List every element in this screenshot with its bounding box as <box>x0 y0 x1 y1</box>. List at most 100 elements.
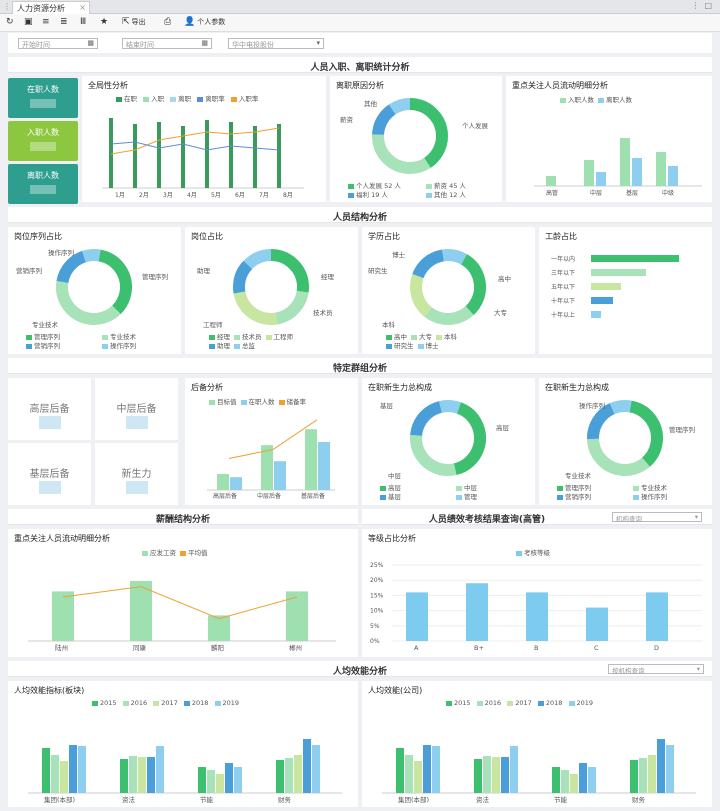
legend-swatch <box>568 700 575 706</box>
legend-item: 薪资 45 人 <box>422 180 466 190</box>
start-placeholder: 开始时间 <box>22 41 50 49</box>
legend-item: 2018 <box>191 699 209 707</box>
section-header-efficiency: 人均效能分析 按机构查询 ▾ <box>8 661 712 677</box>
perf-chart: 25% 20% 15% 10% 5% 0% A B+ B C D <box>370 562 702 652</box>
kpi-joined[interactable]: 入职人数 <box>8 121 78 161</box>
legend-swatch <box>348 183 354 189</box>
donut-label: 大专 <box>494 309 507 317</box>
legend-swatch <box>557 494 563 500</box>
legend-label: 管理 <box>464 493 477 501</box>
legend-item: 离职 <box>178 95 192 103</box>
legend: 2015 2016 2017 2018 2019 <box>88 699 239 707</box>
expand-icon[interactable]: ≣ <box>60 17 68 27</box>
donut-label: 工程师 <box>203 321 223 329</box>
x-tick: B <box>534 644 538 652</box>
bar <box>294 755 302 793</box>
kpi-left[interactable]: 离职人数 <box>8 164 78 204</box>
group-card-senior[interactable]: 高层后备 <box>8 378 91 440</box>
save-icon[interactable]: ▣ <box>24 17 33 27</box>
legend-item: 离职人数 <box>606 96 632 104</box>
personal-params-button[interactable]: 👤 个人参数 <box>184 17 226 27</box>
rate-line <box>228 419 318 459</box>
kpi-value <box>30 142 56 151</box>
new-power-panel: 在职新生力总构成 高层 基层 中层 高层 中层 基层 管理 <box>362 378 535 505</box>
position-ratio-donut <box>233 249 309 325</box>
x-tick: 麟阳 <box>211 643 224 652</box>
legend-item: 中层 <box>452 482 477 492</box>
star-icon[interactable]: ★ <box>100 17 109 27</box>
calendar-icon[interactable]: ▦ <box>201 39 208 47</box>
donut-label: 薪资 <box>340 116 353 124</box>
personal-label: 个人参数 <box>197 18 226 26</box>
bar <box>274 461 286 490</box>
window-controls[interactable]: ⋮ □ <box>691 1 712 10</box>
select-value: 机构查询 <box>616 515 642 523</box>
bar <box>109 118 113 188</box>
group-value <box>125 481 148 494</box>
legend-label: 高中 <box>394 333 407 341</box>
legend-swatch <box>180 550 186 556</box>
more-icon[interactable]: ⋮ <box>691 1 700 10</box>
bar <box>492 757 500 793</box>
bar <box>312 745 320 793</box>
efficiency-org-select[interactable]: 按机构查询 ▾ <box>608 664 704 675</box>
org-select[interactable]: 华中电投股份 ▾ <box>228 38 324 49</box>
calendar-icon[interactable]: ▦ <box>87 39 94 47</box>
chevron-down-icon[interactable]: ▾ <box>696 665 700 673</box>
tab-label: 人力资源分析 <box>17 4 65 13</box>
chevron-down-icon[interactable]: ▾ <box>316 39 320 47</box>
x-tick: 资法 <box>122 795 136 804</box>
legend-item: 管理序列 <box>22 331 60 341</box>
donut-label: 基层 <box>380 402 393 410</box>
legend-item: 入职人数 <box>568 96 594 104</box>
group-card-new[interactable]: 新生力 <box>95 443 178 505</box>
legend-swatch <box>26 334 32 340</box>
legend-item: 操作序列 <box>629 491 667 501</box>
end-date-input[interactable]: 结束时间 ▦ <box>122 38 212 49</box>
donut-label: 博士 <box>392 251 405 259</box>
close-icon[interactable]: × <box>79 3 86 12</box>
donut-slice <box>372 98 448 174</box>
column-icon[interactable]: Ⅲ <box>80 17 87 27</box>
group-card-base[interactable]: 基层后备 <box>8 443 91 505</box>
maximize-icon[interactable]: □ <box>704 1 712 10</box>
tab-hr-analysis[interactable]: 人力资源分析 × <box>12 1 90 14</box>
export-button[interactable]: ⇱ 导出 <box>122 17 146 27</box>
start-date-input[interactable]: 开始时间 ▦ <box>18 38 98 49</box>
y-tick: 20% <box>370 577 384 584</box>
legend-swatch <box>197 96 204 102</box>
donut-label: 营销序列 <box>16 267 42 275</box>
x-tick: 8月 <box>283 192 293 199</box>
new-power-seq-donut <box>587 400 663 476</box>
print-icon[interactable]: ⎙ <box>164 17 172 27</box>
refresh-icon[interactable]: ↻ <box>6 17 14 27</box>
bar <box>133 124 137 188</box>
legend-swatch <box>456 485 462 491</box>
group-card-middle[interactable]: 中层后备 <box>95 378 178 440</box>
donut-label: 助理 <box>197 267 210 275</box>
education-donut <box>410 249 486 325</box>
legend: 2015 2016 2017 2018 2019 <box>442 699 593 707</box>
collapse-icon[interactable]: ≡ <box>42 17 50 27</box>
kpi-onjob[interactable]: 在职人数 <box>8 78 78 118</box>
legend-item: 高层 <box>376 482 401 492</box>
bar <box>129 756 137 793</box>
donut-slice <box>233 249 309 325</box>
bar <box>501 757 509 793</box>
leave-reasons-donut <box>372 98 448 174</box>
group-label: 基层后备 <box>29 469 70 480</box>
legend-item: 在职 <box>124 95 137 103</box>
legend-swatch <box>557 485 563 491</box>
menu-icon[interactable]: ⋮⋮ <box>3 2 19 11</box>
legend-label: 基层 <box>388 493 401 501</box>
donut-label: 专业技术 <box>565 472 591 480</box>
x-tick: A <box>414 644 419 652</box>
legend-label: 本科 <box>444 333 457 341</box>
x-tick: 陆州 <box>55 643 68 652</box>
legend-item: 专业技术 <box>629 482 667 492</box>
perf-org-select[interactable]: 机构查询 ▾ <box>612 512 702 523</box>
chevron-down-icon[interactable]: ▾ <box>694 513 698 521</box>
education-panel: 学历占比 博士 研究生 高中 大专 本科 高中 大专 本科 研究生 博士 <box>362 227 535 354</box>
donut-label: 高中 <box>498 275 511 283</box>
panel-title: 重点关注人员流动明细分析 <box>14 534 110 543</box>
